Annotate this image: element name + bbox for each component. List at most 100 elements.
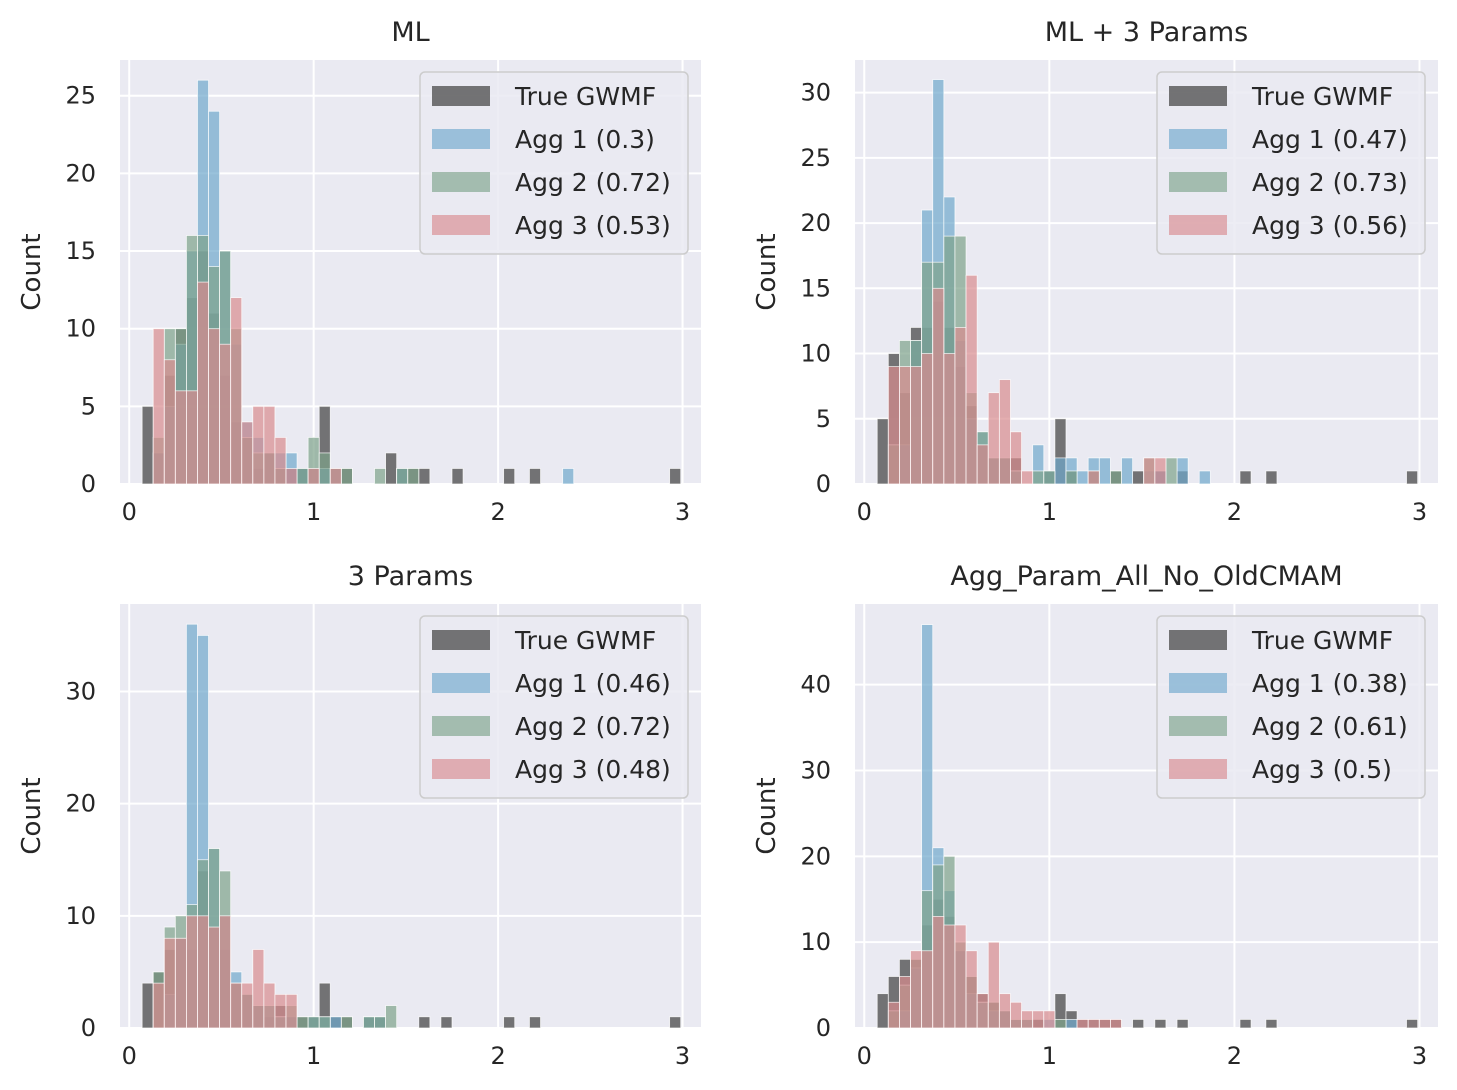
histogram-bar: [407, 468, 420, 485]
panel-3-params: 0 10 20 30 0 1 2 3 3 Params Count True GWMF Ag…: [17, 561, 701, 1070]
histogram-bar: [230, 982, 243, 1029]
legend-label-agg-2: Agg 2 (0.72): [515, 712, 671, 741]
histogram-bar: [921, 950, 934, 1029]
histogram-bar: [887, 366, 900, 485]
y-tick-label: 20: [800, 842, 831, 870]
histogram-bar: [1176, 1019, 1189, 1029]
histogram-bar: [1076, 470, 1089, 485]
histogram-bar: [899, 366, 911, 485]
histogram-bar: [396, 468, 409, 485]
histogram-bar: [965, 274, 978, 485]
legend-box: [419, 615, 689, 799]
histogram-bar: [1265, 1019, 1278, 1029]
legend-label-agg-1: Agg 1 (0.46): [515, 669, 671, 698]
legend-swatch-agg-1: [432, 673, 490, 693]
histogram-bar: [318, 1016, 331, 1029]
legend-label-agg-3: Agg 3 (0.56): [1252, 211, 1408, 240]
histogram-bar: [899, 976, 911, 1029]
histogram-bar: [1021, 470, 1034, 485]
histogram-bar: [307, 1016, 320, 1029]
y-tick-label: 5: [816, 405, 831, 433]
y-tick-label: 5: [81, 392, 96, 420]
histogram-bar: [252, 405, 265, 485]
histogram-bar: [219, 343, 232, 485]
y-tick-labels: 0 10 20 30: [65, 677, 96, 1042]
histogram-bar: [1176, 457, 1189, 485]
histogram-bar: [529, 468, 541, 485]
legend-swatch-agg-2: [1169, 172, 1227, 192]
y-tick-label: 40: [800, 671, 831, 699]
x-tick-labels: 0 1 2 3: [122, 1042, 691, 1070]
y-tick-label: 0: [816, 470, 831, 498]
histogram-bar: [932, 287, 945, 485]
histogram-bar: [340, 468, 353, 485]
histogram-bar: [274, 993, 287, 1029]
legend-label-true-gwmf: True GWMF: [1251, 626, 1393, 655]
y-tick-label: 20: [65, 159, 96, 187]
y-tick-label: 10: [800, 928, 831, 956]
histogram-bar: [318, 452, 331, 485]
histogram-bar: [418, 1016, 431, 1029]
histogram-bar: [1065, 470, 1078, 485]
legend-swatch-agg-2: [432, 172, 490, 192]
histogram-bar: [1054, 457, 1067, 485]
histogram-bar: [910, 366, 923, 485]
legend: True GWMF Agg 1 (0.3) Agg 2 (0.72) Agg 3…: [419, 71, 689, 255]
y-tick-label: 0: [81, 470, 96, 498]
histogram-bar: [274, 437, 287, 485]
chart-title: ML + 3 Params: [1045, 17, 1249, 48]
histogram-bar: [152, 328, 165, 485]
histogram-bar: [440, 1016, 453, 1029]
legend-swatch-agg-1: [1169, 129, 1227, 149]
y-tick-label: 15: [800, 274, 831, 302]
histogram-bar: [1110, 470, 1122, 485]
y-tick-label: 10: [65, 315, 96, 343]
y-tick-label: 30: [65, 677, 96, 705]
y-axis-label: Count: [752, 777, 782, 854]
x-tick-label: 3: [675, 1042, 690, 1070]
histogram-bar: [1054, 1019, 1067, 1029]
histogram-bar: [921, 353, 934, 485]
legend-label-agg-3: Agg 3 (0.5): [1252, 755, 1392, 784]
histogram-bar: [954, 924, 967, 1029]
legend-label-agg-1: Agg 1 (0.38): [1252, 669, 1408, 698]
histogram-bar: [943, 353, 956, 485]
histogram-bar: [943, 924, 956, 1029]
y-axis-label: Count: [17, 777, 47, 854]
histogram-bar: [1021, 1010, 1034, 1029]
histogram-bar: [1165, 457, 1178, 485]
histogram-bar: [1043, 1010, 1056, 1029]
series-agg-3: [887, 916, 1122, 1029]
histogram-bar: [1121, 457, 1134, 485]
x-tick-label: 1: [1042, 498, 1057, 526]
histogram-bar: [252, 949, 265, 1029]
histogram-bar: [1239, 1019, 1252, 1029]
histogram-bar: [910, 950, 923, 1029]
legend-swatch-true-gwmf: [1169, 630, 1227, 650]
histogram-bar: [1132, 470, 1145, 485]
histogram-bar: [1098, 457, 1111, 485]
histogram-bar: [296, 468, 309, 485]
panel-ml-3-params: 0 5 10 15 20 25 30 0 1 2 3 ML + 3 Params Count Tr…: [752, 17, 1438, 526]
histogram-bar: [1010, 1001, 1022, 1029]
y-tick-label: 15: [65, 237, 96, 265]
y-tick-labels: 0 5 10 15 20 25: [65, 82, 96, 498]
histogram-bar: [241, 421, 254, 485]
histogram-bar: [998, 993, 1011, 1029]
legend-box: [1156, 615, 1426, 799]
series-agg-3: [152, 915, 298, 1029]
y-tick-labels: 0 5 10 15 20 25 30: [800, 79, 831, 498]
histogram-bar: [1010, 431, 1022, 485]
histogram-bar: [965, 950, 978, 1029]
x-tick-label: 2: [490, 498, 505, 526]
histogram-bar: [163, 359, 176, 485]
x-tick-label: 0: [857, 1042, 872, 1070]
histogram-bar: [174, 937, 187, 1029]
y-tick-label: 25: [800, 144, 831, 172]
x-tick-labels: 0 1 2 3: [857, 498, 1428, 526]
histogram-bar: [887, 1001, 900, 1029]
series-agg-3: [887, 274, 1167, 485]
chart-title: Agg_Param_All_No_OldCMAM: [950, 561, 1342, 592]
legend-swatch-true-gwmf: [432, 630, 490, 650]
